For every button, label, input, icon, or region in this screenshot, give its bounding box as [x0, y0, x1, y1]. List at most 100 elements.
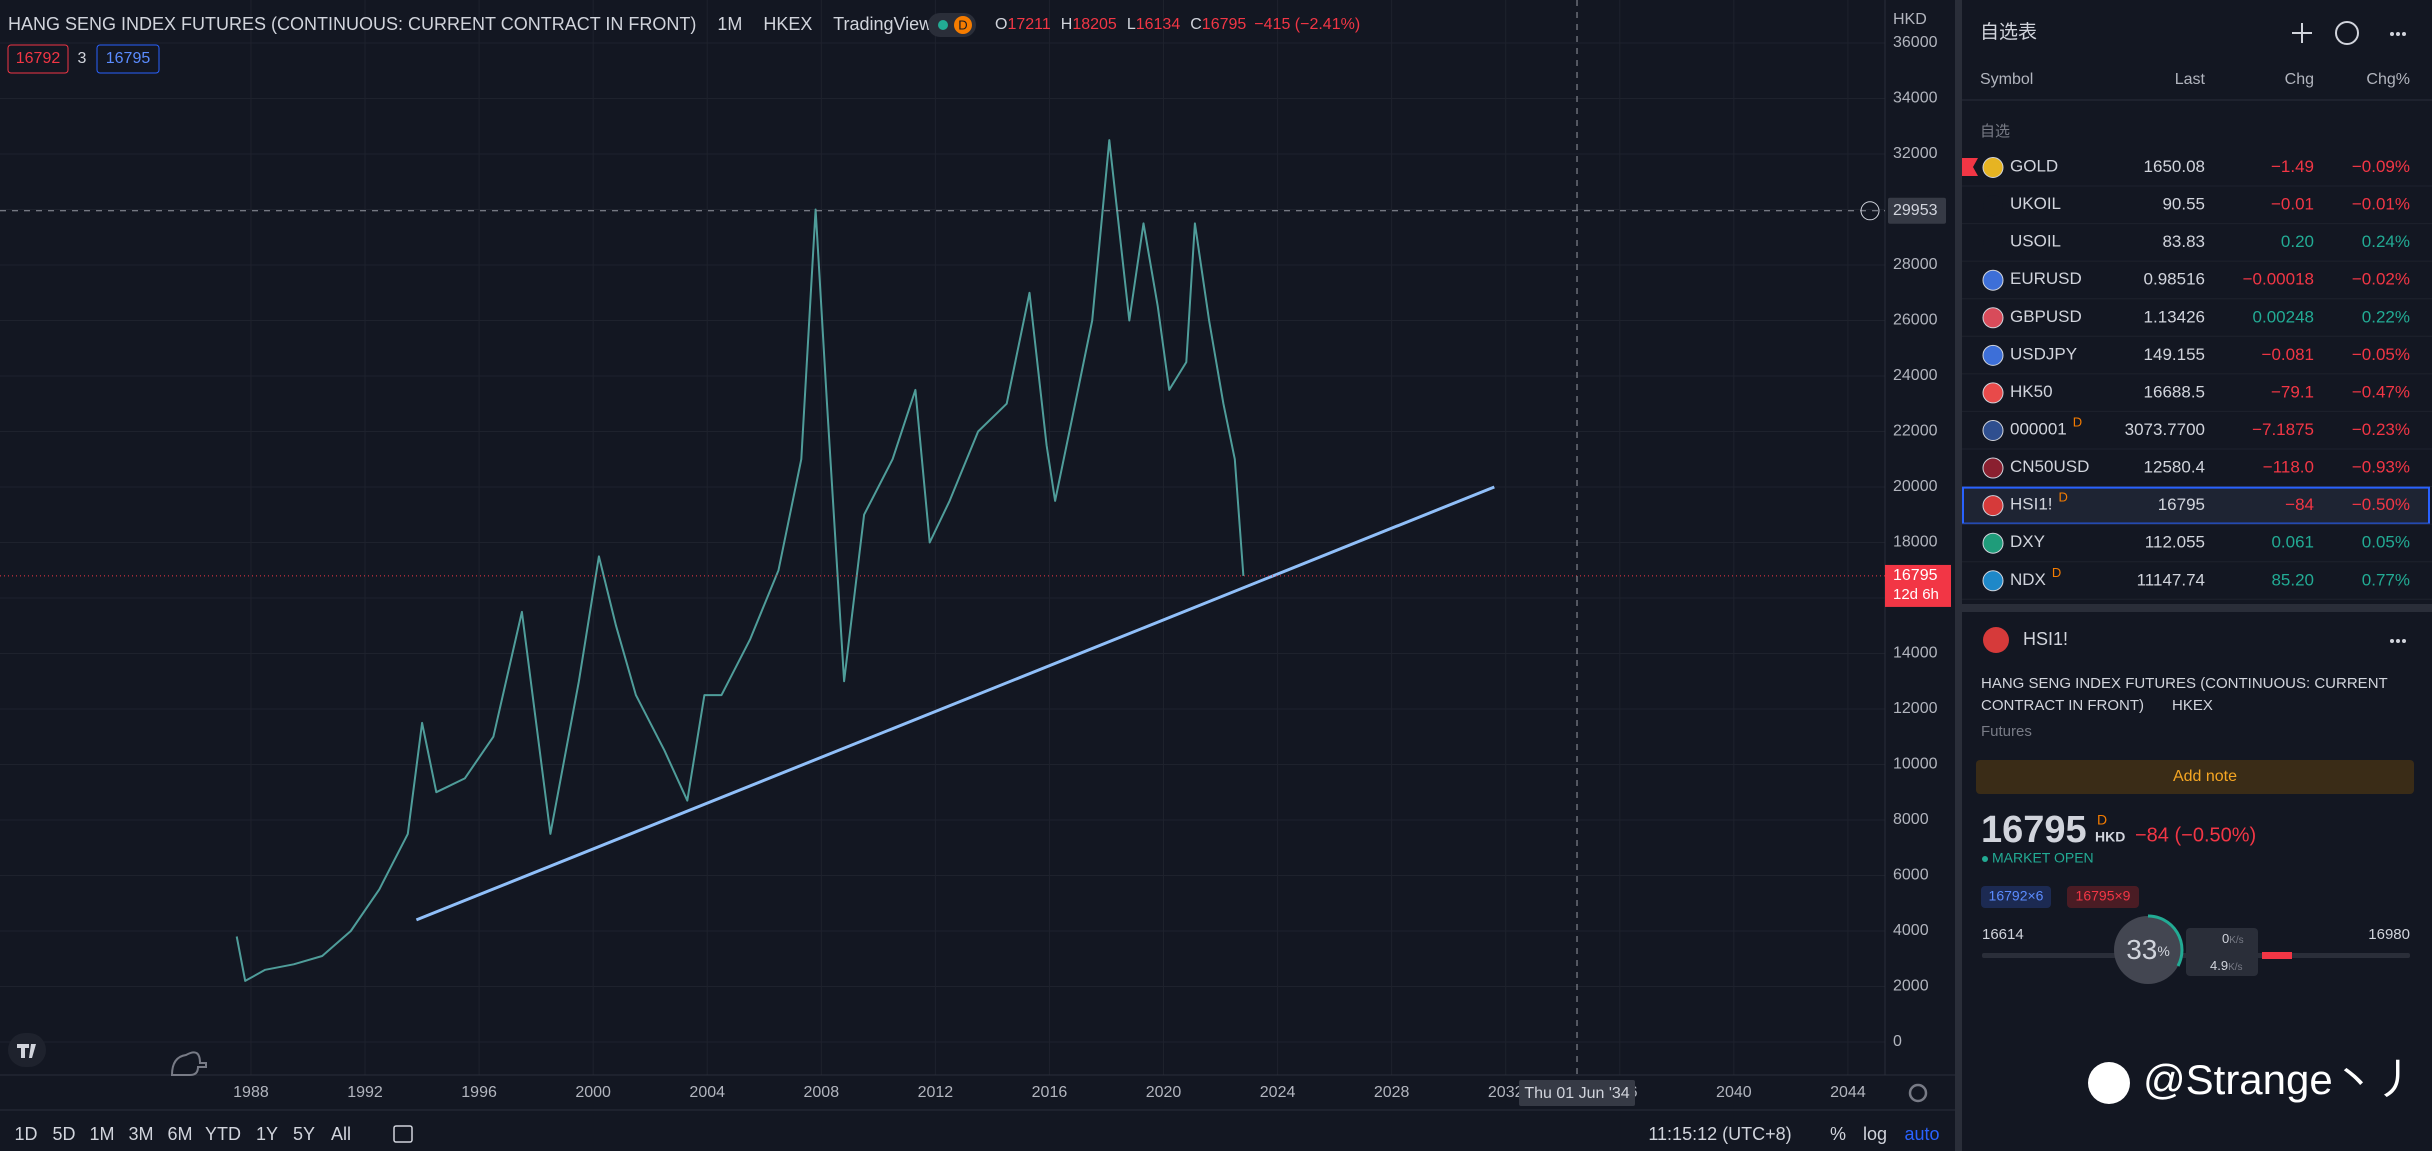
range-button[interactable]: 1M — [89, 1124, 114, 1144]
market-status: MARKET OPEN — [1992, 850, 2094, 866]
symbol-icon — [1982, 157, 2004, 178]
column-header[interactable]: Chg% — [2366, 71, 2410, 88]
column-header[interactable]: Last — [2175, 71, 2206, 88]
row-symbol[interactable]: CN50USD — [2010, 458, 2089, 477]
y-tick-label: 24000 — [1893, 367, 1938, 384]
add-note-button[interactable] — [1976, 760, 2414, 794]
x-tick-label: 2012 — [918, 1084, 954, 1101]
row-chg: 0.00248 — [2253, 307, 2314, 326]
rate-unit: K/s — [2229, 935, 2243, 946]
range-button[interactable]: 6M — [167, 1124, 192, 1144]
row-symbol[interactable]: USOIL — [2010, 232, 2061, 251]
y-tick-label: 20000 — [1893, 478, 1938, 495]
row-chg: −0.081 — [2262, 345, 2314, 364]
ohlc: O17211 H18205 L16134 C16795 −415 (−2.41%) — [995, 16, 1360, 33]
row-symbol[interactable]: HK50 — [2010, 382, 2053, 401]
row-last: 90.55 — [2162, 195, 2205, 214]
row-symbol[interactable]: 000001 D — [2010, 415, 2082, 439]
row-symbol[interactable]: NDX D — [2010, 565, 2061, 589]
row-chg: −0.01 — [2271, 195, 2314, 214]
scale-option[interactable]: auto — [1904, 1124, 1939, 1144]
delay-badge: D — [2073, 415, 2082, 430]
x-tick-label: 1992 — [347, 1084, 383, 1101]
add-alert-button[interactable] — [1860, 201, 1880, 221]
rate-value: 4.9 — [2210, 958, 2228, 973]
y-tick-label: 14000 — [1893, 645, 1938, 662]
column-header[interactable]: Symbol — [1980, 71, 2033, 88]
x-tick-label: 2008 — [804, 1084, 840, 1101]
row-chg: 0.061 — [2271, 533, 2314, 552]
badge-circle — [954, 16, 972, 34]
row-symbol[interactable]: HSI1! D — [2010, 490, 2068, 514]
ohlc-value: 18205 — [1072, 16, 1117, 33]
more-dot — [2390, 32, 2394, 36]
crosshair-y-box — [1888, 197, 1946, 224]
range-button[interactable]: 3M — [128, 1124, 153, 1144]
symbol: NDX — [2010, 570, 2046, 589]
ohlc-value: 16795 — [1202, 16, 1247, 33]
selected-row — [1962, 486, 2430, 525]
y-tick-label: 8000 — [1893, 811, 1929, 828]
range-button[interactable]: 1D — [14, 1124, 37, 1144]
x-tick-label: 2000 — [575, 1084, 611, 1101]
symbol-icon — [1982, 457, 2004, 479]
more-dot — [2402, 32, 2406, 36]
symbol-icon — [1982, 495, 2004, 517]
column-header[interactable]: Chg — [2285, 71, 2314, 88]
crosshair-y-label: 29953 — [1893, 202, 1938, 219]
watchlist-add[interactable] — [2292, 23, 2312, 43]
crosshair-x-label: Thu 01 Jun '34 — [1524, 1085, 1629, 1102]
more-dot — [2396, 32, 2400, 36]
range-button[interactable]: YTD — [205, 1124, 241, 1144]
row-symbol[interactable]: EURUSD — [2010, 270, 2082, 289]
settings-gear[interactable] — [1908, 1083, 1928, 1103]
x-tick-label: 2028 — [1374, 1084, 1410, 1101]
x-tick-label: 2016 — [1032, 1084, 1068, 1101]
symbol: HK50 — [2010, 382, 2053, 401]
delay-badge: D — [958, 17, 967, 32]
range-button[interactable]: 1Y — [256, 1124, 278, 1144]
scale-option[interactable]: % — [1830, 1124, 1846, 1144]
status-dot — [938, 20, 948, 30]
range-button[interactable]: All — [331, 1124, 351, 1144]
row-flag — [1962, 158, 1978, 176]
watchlist-title[interactable]: 自选表 — [1980, 21, 2037, 43]
ohlc-label: L — [1127, 16, 1136, 33]
row-last: 11147.74 — [2137, 570, 2205, 589]
section-title: 自选 — [1980, 123, 2010, 140]
row-chgp: −0.93% — [2352, 458, 2410, 477]
ask: 16795 — [106, 50, 151, 67]
row-symbol[interactable]: GBPUSD — [2010, 307, 2082, 326]
x-tick-label: 2024 — [1260, 1084, 1296, 1101]
tv-logo[interactable] — [8, 1033, 46, 1067]
row-chg: −118.0 — [2263, 458, 2314, 477]
watermark: @Strange丶丿 — [2143, 1056, 2417, 1103]
date-range-icon[interactable] — [393, 1125, 413, 1143]
rate-down: 4.9K/s — [2210, 958, 2243, 973]
range-button[interactable]: 5D — [52, 1124, 75, 1144]
range-button[interactable]: 5Y — [293, 1124, 315, 1144]
row-chg: −84 — [2285, 495, 2314, 514]
row-symbol[interactable]: UKOIL — [2010, 195, 2061, 214]
row-symbol[interactable]: GOLD — [2010, 157, 2058, 176]
row-last: 112.055 — [2145, 533, 2205, 552]
ask-box[interactable] — [96, 44, 160, 74]
y-tick-label: 26000 — [1893, 312, 1938, 329]
row-symbol[interactable]: DXY — [2010, 533, 2045, 552]
row-symbol[interactable]: USDJPY — [2010, 345, 2077, 364]
symbol-icon — [1982, 532, 2004, 554]
currency-selector[interactable]: HKD — [1893, 11, 1927, 28]
scale-option[interactable]: log — [1863, 1124, 1887, 1144]
symbol: GOLD — [2010, 157, 2058, 176]
symbol-icon — [1982, 570, 2004, 592]
y-tick-label: 6000 — [1893, 867, 1929, 884]
clock: 11:15:12 (UTC+8) — [1648, 1124, 1791, 1144]
gauge — [2114, 916, 2182, 984]
more-dot — [2396, 639, 2400, 643]
watchlist-chart-icon[interactable] — [2335, 21, 2359, 45]
bid-box[interactable] — [7, 44, 69, 74]
row-chg: −79.1 — [2271, 382, 2314, 401]
source: TradingView — [833, 14, 933, 34]
panel-divider — [1955, 0, 1962, 1151]
more-dot — [2390, 639, 2394, 643]
